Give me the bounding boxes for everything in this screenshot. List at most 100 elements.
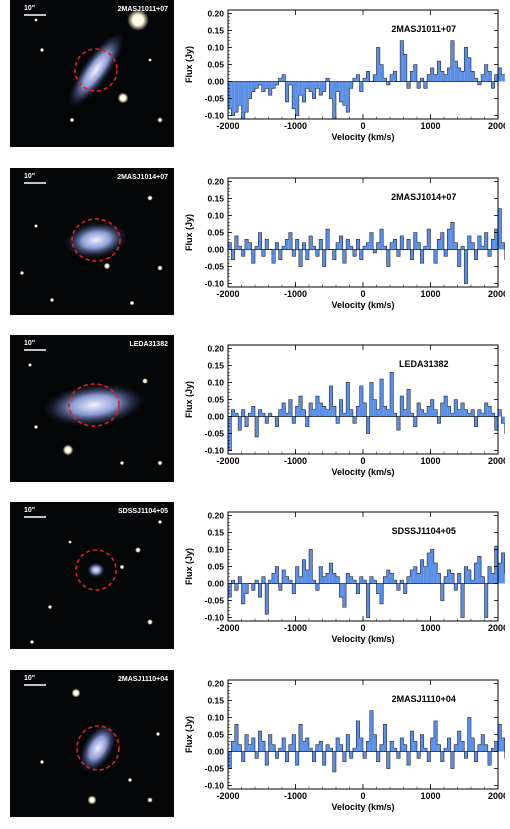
- flux-bar: [241, 583, 245, 604]
- flux-bar: [234, 81, 239, 113]
- flux-bar: [373, 580, 377, 584]
- flux-bar: [386, 409, 390, 417]
- y-tick-label: -0.05: [205, 596, 225, 606]
- flux-bar: [298, 576, 303, 584]
- x-axis-label: Velocity (km/s): [331, 802, 394, 812]
- flux-bar: [467, 569, 471, 584]
- flux-bar: [454, 242, 458, 250]
- flux-bar: [339, 583, 343, 598]
- x-tick-label: 0: [360, 456, 365, 466]
- flux-bar: [423, 566, 428, 584]
- flux-bar: [339, 744, 343, 752]
- flux-bar: [332, 573, 336, 584]
- flux-bar: [427, 552, 431, 584]
- spectrum-chart: 0.20 0.15 0.10 0.05 0.00 -0.05 -0.10 -2000 -1000…: [180, 168, 505, 323]
- flux-bar: [423, 81, 428, 89]
- flux-bar: [467, 717, 471, 752]
- flux-bar: [268, 734, 272, 752]
- flux-bar: [322, 751, 326, 766]
- flux-bar: [383, 576, 387, 584]
- x-tick-label: -2000: [216, 289, 239, 299]
- spectrum-chart: 0.20 0.15 0.10 0.05 0.00 -0.05 -0.10 -2000 -1000…: [180, 502, 505, 657]
- flux-bar: [349, 751, 353, 759]
- flux-bar: [390, 242, 394, 250]
- flux-bar: [255, 416, 259, 437]
- flux-bar: [420, 78, 424, 82]
- flux-bar: [393, 71, 397, 82]
- flux-bar: [271, 81, 276, 89]
- flux-bar: [471, 71, 475, 82]
- y-tick-label: 0.10: [207, 712, 224, 722]
- flux-bar: [265, 416, 269, 424]
- flux-bar: [420, 249, 424, 264]
- flux-bar: [498, 563, 502, 584]
- flux-bar: [298, 724, 303, 752]
- flux-bar: [363, 751, 367, 759]
- flux-bar: [241, 409, 245, 417]
- star: [142, 378, 148, 384]
- flux-bar: [332, 81, 336, 119]
- y-tick-label: 0.15: [207, 25, 224, 35]
- flux-bar: [501, 242, 505, 250]
- flux-bar: [238, 246, 242, 250]
- flux-bar: [315, 583, 320, 591]
- flux-bar: [440, 583, 444, 601]
- flux-bar: [265, 583, 269, 615]
- flux-bar: [261, 576, 266, 584]
- flux-bar: [349, 409, 353, 417]
- flux-bar: [258, 583, 262, 598]
- x-axis-label: Velocity (km/s): [331, 300, 394, 310]
- flux-bar: [352, 580, 357, 584]
- aperture-circle: [71, 218, 121, 262]
- flux-bar: [457, 249, 461, 267]
- flux-bar: [332, 751, 336, 772]
- star: [157, 460, 163, 466]
- flux-bar: [309, 748, 313, 752]
- flux-bar: [282, 246, 286, 250]
- flux-bar: [420, 409, 424, 417]
- flux-bar: [474, 563, 478, 584]
- flux-bar: [275, 242, 279, 250]
- star: [69, 117, 75, 123]
- flux-bar: [427, 229, 431, 250]
- flux-bar: [417, 573, 421, 584]
- flux-bar: [336, 416, 340, 424]
- star: [157, 519, 163, 525]
- flux-bar: [373, 249, 377, 253]
- x-tick-label: 1000: [420, 289, 440, 299]
- chart-title: 2MASJ1014+07: [391, 192, 456, 202]
- flux-bar: [282, 737, 286, 752]
- flux-bar: [494, 416, 498, 431]
- flux-bar: [440, 402, 444, 417]
- flux-bar: [427, 751, 431, 762]
- flux-bar: [241, 751, 245, 762]
- flux-bar: [298, 81, 303, 96]
- flux-bar: [481, 734, 485, 752]
- spectrum-outline: [227, 208, 505, 284]
- flux-bar: [359, 249, 363, 260]
- star: [28, 363, 32, 367]
- flux-bar: [268, 580, 272, 584]
- flux-bar: [302, 741, 306, 752]
- flux-bar: [309, 81, 313, 92]
- flux-bar: [234, 724, 239, 752]
- flux-bar: [423, 413, 428, 417]
- flux-bar: [390, 372, 394, 417]
- flux-bar: [251, 737, 255, 752]
- flux-bar: [352, 249, 357, 257]
- flux-bar: [477, 81, 482, 85]
- flux-bar: [305, 416, 309, 427]
- flux-bar: [396, 751, 401, 759]
- star: [71, 688, 81, 698]
- flux-bar: [312, 81, 316, 99]
- flux-bar: [271, 744, 276, 752]
- flux-bar: [460, 583, 465, 618]
- flux-bar: [460, 246, 465, 250]
- flux-bar: [430, 737, 434, 752]
- flux-bar: [282, 402, 286, 417]
- flux-bar: [491, 413, 495, 417]
- flux-bar: [231, 409, 235, 417]
- y-tick-label: -0.05: [205, 94, 225, 104]
- y-tick-label: 0.10: [207, 377, 224, 387]
- flux-bar: [386, 751, 390, 769]
